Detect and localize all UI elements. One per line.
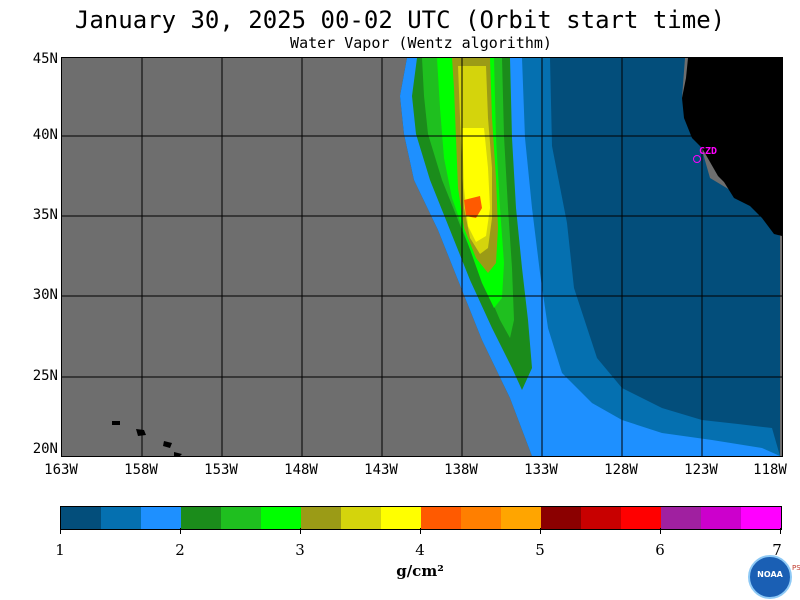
colorbar-swatch <box>621 507 661 529</box>
colorbar-swatch <box>661 507 701 529</box>
colorbar-swatch <box>701 507 741 529</box>
lon-label: 133W <box>524 462 558 478</box>
land-california <box>682 58 782 236</box>
colorbar-tick <box>540 528 541 534</box>
colorbar-tick <box>180 528 181 534</box>
station-label: CZD <box>699 146 718 157</box>
lat-label-40n: 40N <box>32 127 58 143</box>
colorbar-swatch <box>541 507 581 529</box>
colorbar-label: 2 <box>175 541 185 559</box>
colorbar-label: 6 <box>655 541 665 559</box>
land-hawaii-3 <box>163 441 172 448</box>
colorbar-swatch <box>741 507 781 529</box>
colorbar-swatch <box>461 507 501 529</box>
lat-label-20n: 20N <box>32 441 58 457</box>
vapor-band-orange-red <box>464 196 482 218</box>
lat-label-45n: 45N <box>32 51 58 67</box>
colorbar-swatch <box>501 507 541 529</box>
colorbar-swatch <box>581 507 621 529</box>
colorbar-swatch <box>301 507 341 529</box>
lon-label: 158W <box>124 462 158 478</box>
colorbar-tick <box>300 528 301 534</box>
unit-label: g/cm² <box>396 562 444 580</box>
map-title: January 30, 2025 00-02 UTC (Orbit start … <box>74 6 726 34</box>
noaa-logo-text: NOAA <box>757 570 783 579</box>
colorbar-swatch <box>381 507 421 529</box>
psl-text: PSL <box>792 564 800 572</box>
colorbar-label: 1 <box>55 541 65 559</box>
colorbar-label: 7 <box>772 541 782 559</box>
colorbar-tick <box>60 528 61 534</box>
colorbar-label: 3 <box>295 541 305 559</box>
colorbar-swatch <box>421 507 461 529</box>
lon-label: 128W <box>604 462 638 478</box>
graticule <box>62 58 782 456</box>
colorbar-swatch <box>141 507 181 529</box>
colorbar-tick <box>780 528 781 534</box>
lon-label: 148W <box>284 462 318 478</box>
colorbar-swatch <box>261 507 301 529</box>
lon-label: 118W <box>753 462 787 478</box>
colorbar <box>60 506 782 530</box>
colorbar-swatch <box>181 507 221 529</box>
lon-label: 138W <box>444 462 478 478</box>
lon-label: 163W <box>44 462 78 478</box>
lon-label: 143W <box>364 462 398 478</box>
land-hawaii-2 <box>136 429 146 436</box>
colorbar-label: 4 <box>415 541 425 559</box>
land-hawaii-1 <box>112 421 120 425</box>
lat-label-30n: 30N <box>32 287 58 303</box>
colorbar-swatch <box>221 507 261 529</box>
water-vapor-map <box>61 57 783 457</box>
lat-label-25n: 25N <box>32 368 58 384</box>
land-hawaii-4 <box>174 452 182 456</box>
station-marker-icon[interactable] <box>693 155 701 163</box>
colorbar-tick <box>420 528 421 534</box>
colorbar-swatch <box>101 507 141 529</box>
colorbar-tick <box>660 528 661 534</box>
colorbar-swatch <box>341 507 381 529</box>
lat-label-35n: 35N <box>32 207 58 223</box>
colorbar-swatch <box>61 507 101 529</box>
noaa-logo-icon[interactable]: NOAA <box>748 555 792 599</box>
lon-label: 153W <box>204 462 238 478</box>
lon-label: 123W <box>684 462 718 478</box>
map-canvas <box>62 58 782 456</box>
colorbar-label: 5 <box>535 541 545 559</box>
map-subtitle: Water Vapor (Wentz algorithm) <box>290 34 552 52</box>
